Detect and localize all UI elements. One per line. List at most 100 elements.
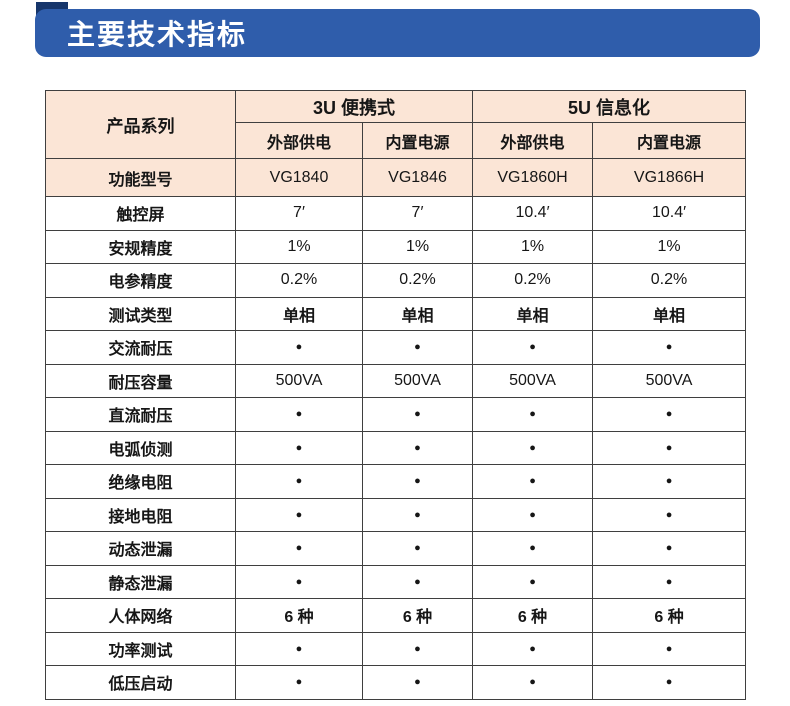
page-title: 主要技术指标: [67, 19, 248, 50]
feature-dot-cell: ●: [235, 564, 363, 599]
table-row: 耐压容量 500VA 500VA 500VA 500VA: [45, 363, 747, 398]
value-cell: VG1866H: [592, 158, 747, 197]
table-row: 动态泄漏 ● ● ● ●: [45, 531, 747, 566]
value-cell: 0.2%: [361, 263, 474, 298]
spec-table: 产品系列 3U 便携式 5U 信息化 外部供电 内置电源 外部供电 内置电源 功能型号…: [45, 90, 747, 700]
feature-dot-cell: ●: [592, 430, 747, 465]
value-cell: 10.4′: [472, 196, 594, 231]
feature-dot-cell: ●: [472, 397, 594, 432]
value-cell: 6 种: [592, 598, 747, 633]
feature-dot-cell: ●: [592, 631, 747, 666]
value-cell: 6 种: [472, 598, 594, 633]
table-row: 安规精度 1% 1% 1% 1%: [45, 229, 747, 264]
value-cell: 单相: [592, 296, 747, 331]
table-row: 直流耐压 ● ● ● ●: [45, 397, 747, 432]
feature-dot-cell: ●: [472, 564, 594, 599]
sub-header-3: 内置电源: [592, 122, 747, 159]
value-cell: 500VA: [472, 363, 594, 398]
feature-dot-cell: ●: [235, 497, 363, 532]
row-label: 耐压容量: [45, 363, 236, 398]
row-label: 接地电阻: [45, 497, 236, 532]
feature-dot-cell: ●: [361, 330, 474, 365]
value-cell: VG1846: [361, 158, 474, 197]
value-cell: 7′: [361, 196, 474, 231]
sub-header-1: 内置电源: [361, 122, 474, 159]
feature-dot-cell: ●: [361, 397, 474, 432]
value-cell: 1%: [235, 229, 363, 264]
table-row: 交流耐压 ● ● ● ●: [45, 330, 747, 365]
value-cell: VG1860H: [472, 158, 594, 197]
row-label: 测试类型: [45, 296, 236, 331]
sub-header-row: 外部供电 内置电源 外部供电 内置电源: [46, 122, 747, 159]
value-cell: 10.4′: [592, 196, 747, 231]
feature-dot-cell: ●: [361, 497, 474, 532]
row-label: 直流耐压: [45, 397, 236, 432]
row-label: 静态泄漏: [45, 564, 236, 599]
feature-dot-cell: ●: [235, 430, 363, 465]
value-cell: VG1840: [235, 158, 363, 197]
value-cell: 6 种: [235, 598, 363, 633]
row-label: 动态泄漏: [45, 531, 236, 566]
group-header-row: 产品系列 3U 便携式 5U 信息化: [45, 90, 747, 159]
value-cell: 单相: [361, 296, 474, 331]
value-cell: 单相: [235, 296, 363, 331]
feature-dot-cell: ●: [592, 497, 747, 532]
feature-dot-cell: ●: [592, 330, 747, 365]
table-row: 功能型号 VG1840 VG1846 VG1860H VG1866H: [45, 158, 747, 197]
value-cell: 0.2%: [235, 263, 363, 298]
feature-dot-cell: ●: [235, 665, 363, 700]
sub-header-0: 外部供电: [235, 122, 363, 159]
table-row: 电参精度 0.2% 0.2% 0.2% 0.2%: [45, 263, 747, 298]
value-cell: 单相: [472, 296, 594, 331]
feature-dot-cell: ●: [235, 397, 363, 432]
value-cell: 500VA: [235, 363, 363, 398]
feature-dot-cell: ●: [472, 665, 594, 700]
table-row: 测试类型 单相 单相 单相 单相: [45, 296, 747, 331]
table-row: 绝缘电阻 ● ● ● ●: [45, 464, 747, 499]
row-label: 触控屏: [45, 196, 236, 231]
feature-dot-cell: ●: [472, 430, 594, 465]
feature-dot-cell: ●: [472, 531, 594, 566]
group-header-3u-portable: 3U 便携式: [234, 90, 474, 123]
value-cell: 1%: [361, 229, 474, 264]
table-row: 静态泄漏 ● ● ● ●: [45, 564, 747, 599]
feature-dot-cell: ●: [592, 397, 747, 432]
value-cell: 6 种: [361, 598, 474, 633]
row-label: 功能型号: [45, 158, 236, 197]
feature-dot-cell: ●: [361, 464, 474, 499]
feature-dot-cell: ●: [472, 631, 594, 666]
table-row: 接地电阻 ● ● ● ●: [45, 497, 747, 532]
feature-dot-cell: ●: [235, 531, 363, 566]
row-label: 交流耐压: [45, 330, 236, 365]
corner-header-product-series: 产品系列: [45, 90, 236, 159]
row-label: 安规精度: [45, 229, 236, 264]
row-label: 电弧侦测: [45, 430, 236, 465]
feature-dot-cell: ●: [235, 330, 363, 365]
row-label: 低压启动: [45, 665, 236, 700]
value-cell: 1%: [592, 229, 747, 264]
table-row: 功率测试 ● ● ● ●: [45, 631, 747, 666]
row-label: 绝缘电阻: [45, 464, 236, 499]
row-label: 电参精度: [45, 263, 236, 298]
feature-dot-cell: ●: [592, 531, 747, 566]
value-cell: 7′: [235, 196, 363, 231]
feature-dot-cell: ●: [472, 330, 594, 365]
value-cell: 500VA: [592, 363, 747, 398]
table-row: 触控屏 7′ 7′ 10.4′ 10.4′: [45, 196, 747, 231]
sub-header-2: 外部供电: [472, 122, 594, 159]
header-banner: 主要技术指标: [35, 9, 760, 57]
value-cell: 1%: [472, 229, 594, 264]
value-cell: 0.2%: [472, 263, 594, 298]
feature-dot-cell: ●: [361, 631, 474, 666]
feature-dot-cell: ●: [472, 497, 594, 532]
feature-dot-cell: ●: [472, 464, 594, 499]
value-cell: 0.2%: [592, 263, 747, 298]
feature-dot-cell: ●: [592, 564, 747, 599]
feature-dot-cell: ●: [361, 665, 474, 700]
feature-dot-cell: ●: [361, 531, 474, 566]
value-cell: 500VA: [361, 363, 474, 398]
feature-dot-cell: ●: [235, 464, 363, 499]
feature-dot-cell: ●: [592, 665, 747, 700]
group-header-5u-informatization: 5U 信息化: [472, 90, 747, 123]
